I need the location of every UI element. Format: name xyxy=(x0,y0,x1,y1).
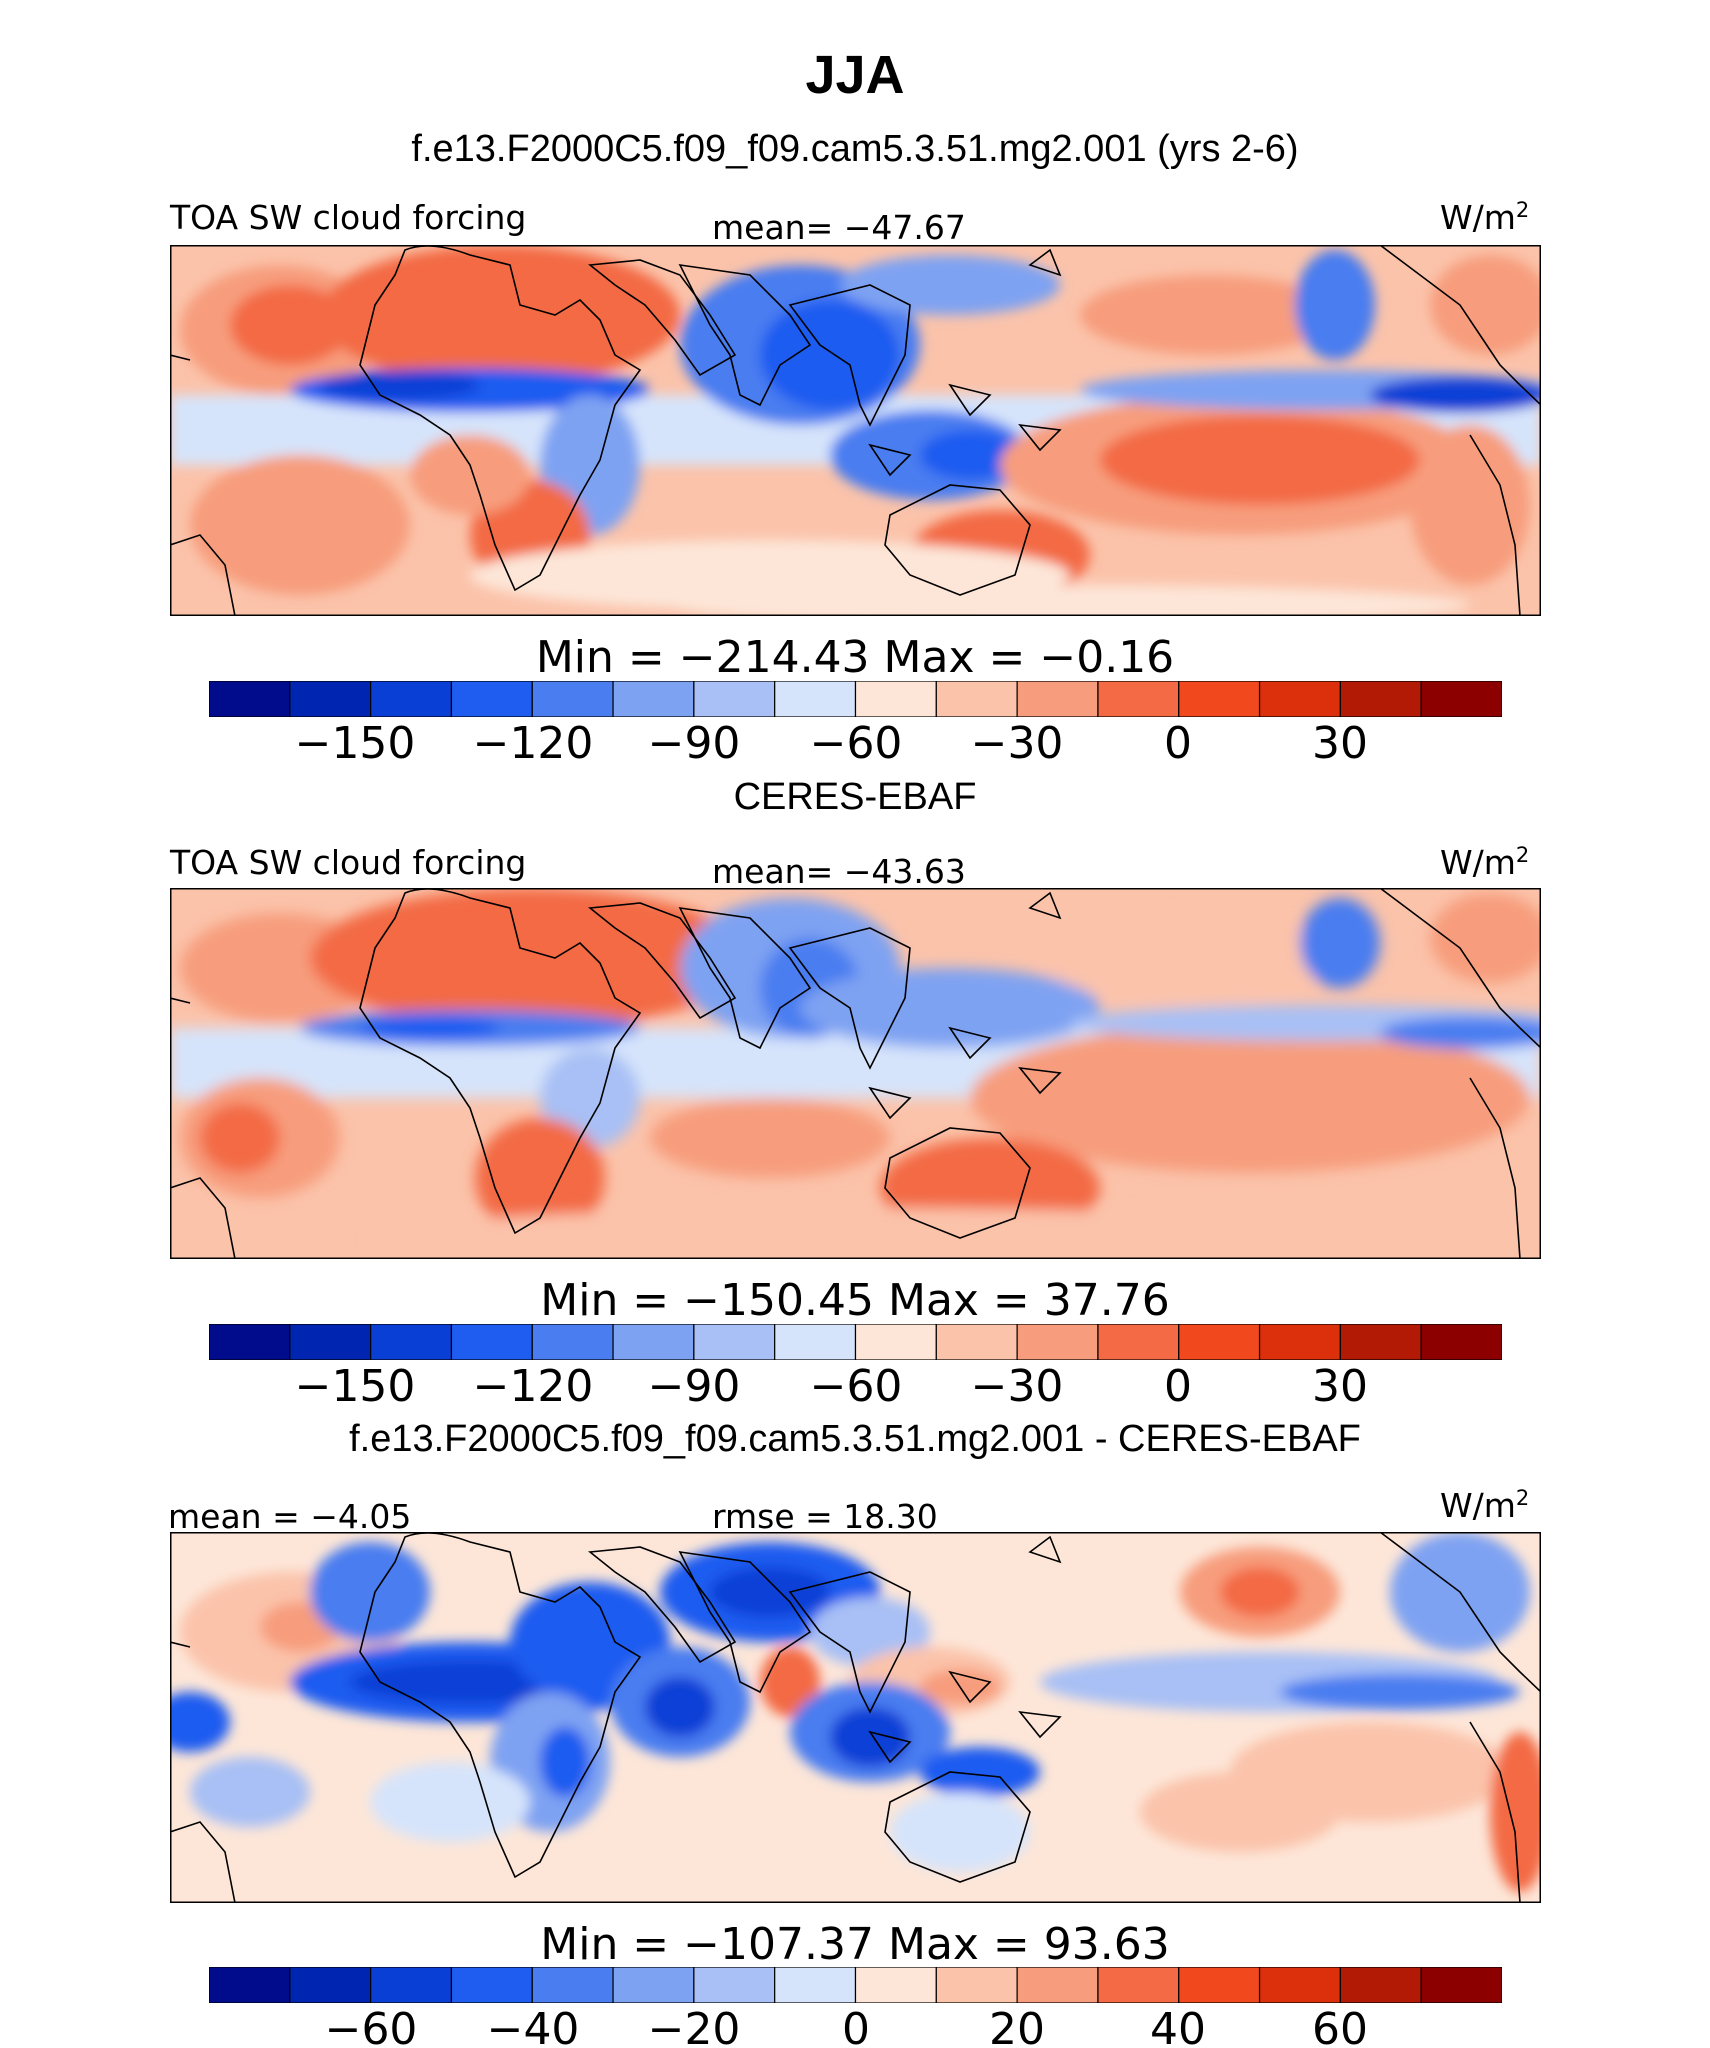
panel3-colorbar-cell xyxy=(1339,1967,1422,2003)
panel2-units: W/m2 xyxy=(1440,843,1530,882)
panel3-tick-labels: −60 −40 −20 0 20 40 60 xyxy=(0,2004,1710,2048)
panel1-units: W/m2 xyxy=(1440,198,1530,237)
panel2-colorbar-cell xyxy=(693,1324,776,1360)
panel3-minmax: Min = −107.37 Max = 93.63 xyxy=(540,1919,1170,1970)
panel1-tick-labels: −150 −120 −90 −60 −30 0 30 xyxy=(0,718,1710,774)
panel3-tick: −60 xyxy=(324,2004,418,2048)
panel3-colorbar-cell xyxy=(693,1967,776,2003)
panel2-colorbar-cell xyxy=(1097,1324,1180,1360)
panel3-tick: 40 xyxy=(1150,2004,1206,2048)
panel3-tick: 60 xyxy=(1312,2004,1368,2048)
panel3-colorbar-cell xyxy=(612,1967,695,2003)
panel2-colorbar-cell xyxy=(935,1324,1018,1360)
panel1-tick: −60 xyxy=(809,718,903,769)
panel1-colorbar-cell xyxy=(774,681,857,717)
panel3-units: W/m2 xyxy=(1440,1486,1530,1525)
panel2-tick: −60 xyxy=(809,1361,903,1412)
panel1-colorbar-cell xyxy=(1178,681,1261,717)
panel1-colorbar-cell xyxy=(693,681,776,717)
panel2-tick: 0 xyxy=(1164,1361,1192,1412)
panel3-colorbar-cell xyxy=(1016,1967,1099,2003)
page-title: JJA xyxy=(805,45,905,105)
panel2-colorbar xyxy=(209,1324,1502,1360)
panel3-tick: 0 xyxy=(842,2004,870,2048)
panel1-colorbar-cell xyxy=(1016,681,1099,717)
panel3-colorbar-cell xyxy=(1258,1967,1341,2003)
panel1-colorbar xyxy=(209,681,1502,717)
panel2-tick: −150 xyxy=(294,1361,416,1412)
panel2-colorbar-cell xyxy=(531,1324,614,1360)
panel1-tick: −120 xyxy=(472,718,594,769)
panel3-rmse-label: rmse = 18.30 xyxy=(712,1497,938,1536)
panel2-colorbar-cell xyxy=(854,1324,937,1360)
panel3-colorbar xyxy=(209,1967,1502,2003)
panel1-minmax: Min = −214.43 Max = −0.16 xyxy=(535,632,1175,683)
panel2-tick: −30 xyxy=(970,1361,1064,1412)
panel3-colorbar-cell xyxy=(1178,1967,1261,2003)
panel1-tick: 0 xyxy=(1164,718,1192,769)
panel2-tick: −120 xyxy=(472,1361,594,1412)
panel3-map xyxy=(170,1532,1541,1903)
panel1-tick: −150 xyxy=(294,718,416,769)
panel3-colorbar-cell xyxy=(1420,1967,1502,2003)
panel1-colorbar-cell xyxy=(1258,681,1341,717)
panel2-tick-labels: −150 −120 −90 −60 −30 0 30 xyxy=(0,1361,1710,1417)
panel2-colorbar-cell xyxy=(1420,1324,1502,1360)
panel2-colorbar-cell xyxy=(289,1324,372,1360)
panel1-colorbar-cell xyxy=(370,681,453,717)
panel1-colorbar-cell xyxy=(531,681,614,717)
panel1-colorbar-cell xyxy=(289,681,372,717)
panel3-colorbar-cell xyxy=(774,1967,857,2003)
panel2-colorbar-cell xyxy=(450,1324,533,1360)
panel3-mean-label: mean = −4.05 xyxy=(168,1497,412,1536)
panel1-colorbar-cell xyxy=(854,681,937,717)
panel1-colorbar-cell xyxy=(209,681,291,717)
panel2-colorbar-cell xyxy=(1016,1324,1099,1360)
panel2-heading: CERES-EBAF xyxy=(733,776,977,818)
panel2-tick: 30 xyxy=(1312,1361,1368,1412)
panel1-tick: −30 xyxy=(970,718,1064,769)
panel2-tick: −90 xyxy=(647,1361,741,1412)
panel1-map xyxy=(170,245,1541,616)
panel2-colorbar-cell xyxy=(1339,1324,1422,1360)
panel2-map xyxy=(170,888,1541,1259)
panel2-mean-label: mean= −43.63 xyxy=(712,852,966,891)
panel3-colorbar-cell xyxy=(854,1967,937,2003)
panel3-colorbar-cell xyxy=(1097,1967,1180,2003)
panel3-heading: f.e13.F2000C5.f09_f09.cam5.3.51.mg2.001 … xyxy=(349,1418,1361,1460)
panel3-colorbar-cell xyxy=(370,1967,453,2003)
panel3-tick: −40 xyxy=(486,2004,580,2048)
panel1-colorbar-cell xyxy=(612,681,695,717)
panel1-tick: −90 xyxy=(647,718,741,769)
panel1-colorbar-cell xyxy=(1420,681,1502,717)
panel3-colorbar-cell xyxy=(531,1967,614,2003)
panel2-colorbar-cell xyxy=(1258,1324,1341,1360)
panel2-colorbar-cell xyxy=(209,1324,291,1360)
panel3-colorbar-cell xyxy=(450,1967,533,2003)
panel1-colorbar-cell xyxy=(1097,681,1180,717)
panel1-colorbar-cell xyxy=(450,681,533,717)
panel1-mean-label: mean= −47.67 xyxy=(712,208,966,247)
panel3-colorbar-cell xyxy=(209,1967,291,2003)
panel2-colorbar-cell xyxy=(774,1324,857,1360)
panel3-tick: −20 xyxy=(647,2004,741,2048)
panel2-minmax: Min = −150.45 Max = 37.76 xyxy=(540,1275,1170,1326)
panel3-colorbar-cell xyxy=(289,1967,372,2003)
panel2-colorbar-cell xyxy=(370,1324,453,1360)
panel1-colorbar-cell xyxy=(935,681,1018,717)
panel1-colorbar-cell xyxy=(1339,681,1422,717)
panel1-tick: 30 xyxy=(1312,718,1368,769)
panel2-colorbar-cell xyxy=(612,1324,695,1360)
panel3-tick: 20 xyxy=(989,2004,1045,2048)
panel3-colorbar-cell xyxy=(935,1967,1018,2003)
page-subtitle: f.e13.F2000C5.f09_f09.cam5.3.51.mg2.001 … xyxy=(411,128,1299,170)
panel1-variable-label: TOA SW cloud forcing xyxy=(170,198,527,237)
panel2-colorbar-cell xyxy=(1178,1324,1261,1360)
panel2-variable-label: TOA SW cloud forcing xyxy=(170,843,527,882)
